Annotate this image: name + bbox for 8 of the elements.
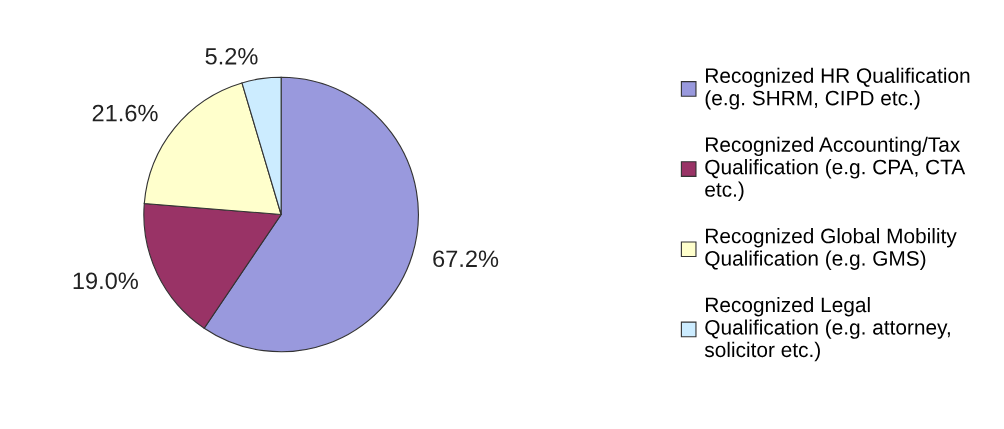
data-label: 5.2% — [205, 47, 258, 65]
legend-label: Recognized Legal Qualification (e.g. attorney, solicitor etc.) — [704, 296, 950, 362]
data-label: 21.6% — [92, 104, 158, 122]
data-label: 67.2% — [433, 250, 499, 268]
legend-label: Recognized Global Mobility Qualification (e.g. GMS) — [705, 228, 957, 270]
data-label: 19.0% — [73, 272, 138, 290]
legend-label: Recognized Accounting/Tax Qualification (e.g. CPA, CTA etc.) — [705, 136, 966, 201]
legend-label: Recognized HR Qualification (e.g. SHRM, CIPD etc.) — [705, 67, 970, 110]
